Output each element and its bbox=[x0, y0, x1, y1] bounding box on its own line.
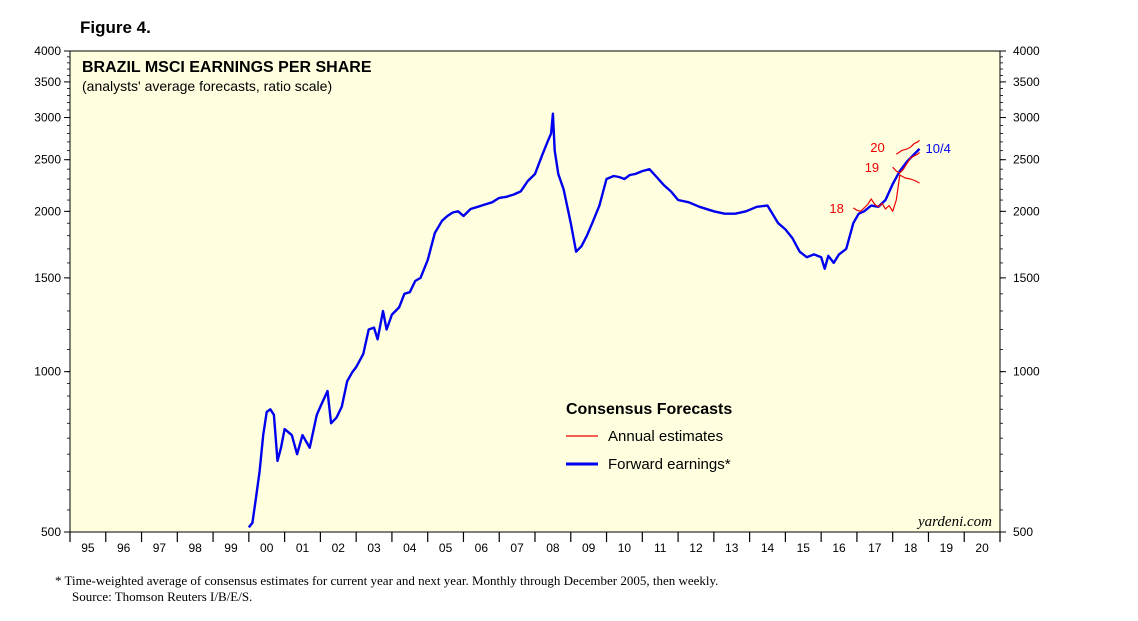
x-tick-label: 12 bbox=[689, 541, 703, 555]
x-tick-label: 01 bbox=[296, 541, 310, 555]
x-tick-label: 03 bbox=[367, 541, 381, 555]
legend: Consensus Forecasts Annual estimates For… bbox=[566, 401, 732, 473]
x-tick-label: 00 bbox=[260, 541, 274, 555]
x-tick-label: 17 bbox=[868, 541, 882, 555]
x-tick-label: 06 bbox=[475, 541, 489, 555]
legend-forward-label: Forward earnings* bbox=[608, 456, 731, 473]
series-annual-19-line bbox=[892, 151, 920, 174]
footnote-line-1: * Time-weighted average of consensus est… bbox=[55, 573, 719, 588]
x-tick-label: 97 bbox=[153, 541, 167, 555]
series-annual-18-line bbox=[852, 174, 920, 212]
figure-label: Figure 4. bbox=[80, 18, 151, 37]
y-tick-label-right: 3000 bbox=[1013, 111, 1040, 125]
series-layer: 10/4 18 19 20 bbox=[247, 112, 951, 529]
footnote-line-2: Source: Thomson Reuters I/B/E/S. bbox=[72, 589, 253, 604]
annual-label-19: 19 bbox=[865, 160, 879, 175]
x-tick-label: 96 bbox=[117, 541, 131, 555]
forward-end-label: 10/4 bbox=[926, 141, 951, 156]
y-tick-label-left: 2000 bbox=[34, 204, 61, 218]
y-tick-label-left: 2500 bbox=[34, 153, 61, 167]
x-tick-label: 95 bbox=[81, 541, 95, 555]
x-tick-label: 09 bbox=[582, 541, 596, 555]
x-tick-label: 20 bbox=[975, 541, 989, 555]
y-tick-label-left: 1500 bbox=[34, 271, 61, 285]
x-tick-label: 02 bbox=[332, 541, 346, 555]
x-tick-label: 14 bbox=[761, 541, 775, 555]
x-tick-label: 19 bbox=[940, 541, 954, 555]
x-tick-label: 13 bbox=[725, 541, 739, 555]
y-tick-label-right: 500 bbox=[1013, 525, 1033, 539]
chart-subtitle: (analysts' average forecasts, ratio scal… bbox=[82, 78, 332, 94]
plot-frame bbox=[69, 50, 1001, 533]
y-tick-label-right: 4000 bbox=[1013, 44, 1040, 58]
plot-area bbox=[70, 51, 1000, 532]
x-tick-label: 07 bbox=[510, 541, 524, 555]
chart-title: BRAZIL MSCI EARNINGS PER SHARE bbox=[82, 59, 372, 76]
y-tick-label-right: 2000 bbox=[1013, 204, 1040, 218]
y-tick-label-left: 3500 bbox=[34, 75, 61, 89]
annual-label-18: 18 bbox=[829, 201, 843, 216]
y-tick-label-left: 4000 bbox=[34, 44, 61, 58]
x-tick-label: 15 bbox=[797, 541, 811, 555]
y-tick-label-right: 3500 bbox=[1013, 75, 1040, 89]
y-tick-label-right: 2500 bbox=[1013, 153, 1040, 167]
y-tick-label-left: 500 bbox=[41, 525, 61, 539]
x-tick-label: 98 bbox=[189, 541, 203, 555]
annual-label-20: 20 bbox=[870, 140, 884, 155]
x-tick-label: 08 bbox=[546, 541, 560, 555]
watermark: yardeni.com bbox=[916, 514, 992, 530]
x-tick-label: 99 bbox=[224, 541, 238, 555]
y-tick-label-left: 1000 bbox=[34, 365, 61, 379]
y-tick-label-right: 1500 bbox=[1013, 271, 1040, 285]
x-tick-label: 11 bbox=[654, 541, 667, 555]
x-tick-label: 18 bbox=[904, 541, 918, 555]
x-tick-label: 04 bbox=[403, 541, 417, 555]
y-tick-label-left: 3000 bbox=[34, 111, 61, 125]
series-forward-earnings-line bbox=[247, 112, 921, 529]
x-tick-label: 10 bbox=[618, 541, 632, 555]
x-tick-label: 05 bbox=[439, 541, 453, 555]
y-tick-label-right: 1000 bbox=[1013, 365, 1040, 379]
x-tick-label: 16 bbox=[832, 541, 846, 555]
legend-annual-label: Annual estimates bbox=[608, 428, 723, 445]
series-annual-20-line bbox=[895, 139, 920, 155]
legend-title: Consensus Forecasts bbox=[566, 401, 732, 418]
